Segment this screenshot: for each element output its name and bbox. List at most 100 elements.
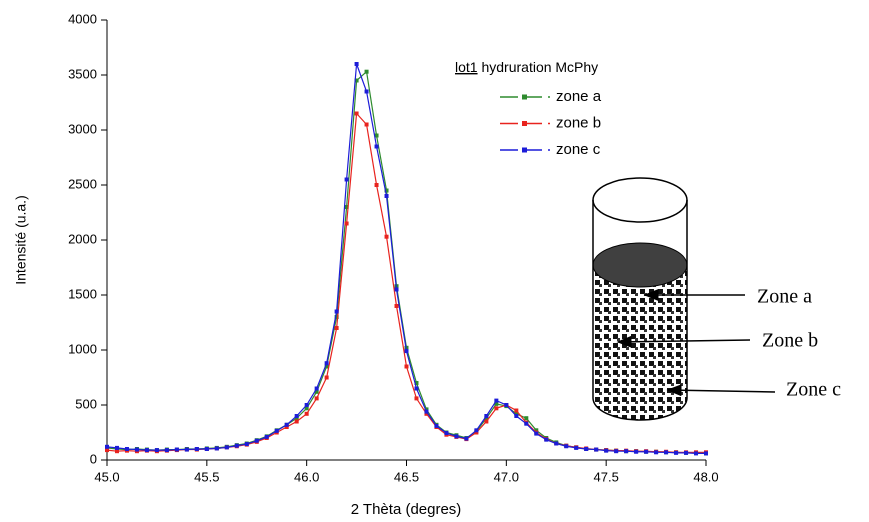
point [524, 416, 529, 421]
point [244, 442, 249, 447]
point [294, 416, 299, 421]
x-tick-label: 48.0 [693, 469, 718, 484]
point [214, 446, 219, 451]
y-tick-label: 3000 [68, 121, 97, 136]
point [414, 396, 419, 401]
point [414, 386, 419, 391]
y-tick-label: 0 [90, 451, 97, 466]
legend-label: zone c [556, 141, 601, 158]
x-tick-label: 45.0 [94, 469, 119, 484]
point [144, 448, 149, 453]
cylinder [592, 177, 776, 421]
y-tick-label: 3500 [68, 66, 97, 81]
point [184, 447, 189, 452]
point [384, 234, 389, 239]
legend-marker [522, 121, 527, 126]
point [474, 430, 479, 435]
point [344, 205, 349, 209]
point [364, 69, 369, 74]
point [394, 287, 399, 292]
point [424, 411, 429, 416]
point [584, 447, 589, 451]
point [544, 437, 549, 442]
point [374, 133, 379, 138]
point [514, 414, 519, 418]
point [534, 428, 539, 433]
legend-marker [522, 147, 527, 153]
x-tick-label: 46.5 [394, 469, 419, 484]
annotation: Zone a [757, 286, 812, 308]
point [564, 444, 569, 449]
x-axis-title: 2 Thèta (degres) [351, 501, 462, 518]
point [154, 448, 159, 453]
point [424, 409, 429, 414]
legend-label: zone a [556, 88, 602, 105]
point [704, 451, 708, 456]
point [334, 315, 339, 319]
point [224, 445, 229, 450]
point [404, 364, 409, 369]
point [324, 361, 329, 366]
point [264, 434, 269, 439]
legend-title-part: lot1 [455, 59, 478, 75]
point [114, 449, 119, 454]
point [294, 414, 299, 418]
point [105, 444, 109, 449]
point [594, 447, 599, 452]
point [384, 188, 389, 193]
point [174, 447, 179, 452]
point [344, 221, 349, 226]
legend-title-part: hydruration McPhy [481, 59, 598, 75]
point [124, 447, 129, 451]
point [644, 449, 649, 454]
legend-marker [522, 94, 527, 100]
point [514, 411, 519, 416]
point [304, 411, 309, 416]
point [514, 408, 519, 413]
point [284, 425, 289, 429]
point [464, 436, 469, 441]
point [294, 419, 299, 424]
point [494, 406, 499, 411]
point [254, 438, 259, 443]
y-tick-label: 4000 [68, 11, 97, 26]
point [494, 401, 499, 406]
y-tick-label: 2000 [68, 231, 97, 246]
legend-label: zone b [556, 114, 601, 131]
point [314, 386, 319, 391]
point [484, 414, 489, 418]
point [664, 450, 669, 455]
point [334, 326, 339, 330]
point [414, 381, 419, 385]
point [284, 422, 289, 427]
point [554, 441, 559, 446]
point [314, 389, 319, 394]
point [105, 448, 109, 453]
point [394, 304, 399, 308]
point [304, 406, 309, 411]
x-tick-label: 46.0 [294, 469, 319, 484]
point [524, 421, 529, 426]
point [164, 448, 169, 453]
point [434, 423, 439, 428]
point [374, 144, 379, 149]
point [204, 447, 209, 451]
point [334, 309, 339, 314]
point [194, 447, 199, 451]
point [134, 447, 139, 452]
point [484, 416, 489, 421]
point [114, 445, 119, 450]
point [424, 407, 429, 412]
x-tick-label: 47.0 [494, 469, 519, 484]
y-tick-label: 2500 [68, 176, 97, 191]
point [504, 403, 509, 407]
legend-title: lot1 hydruration McPhy [455, 59, 598, 75]
x-tick-label: 47.5 [594, 469, 619, 484]
y-axis-title: Intensité (u.a.) [13, 195, 29, 285]
point [534, 431, 539, 436]
point [374, 183, 379, 187]
point [484, 419, 489, 424]
point [604, 448, 609, 453]
point [364, 122, 369, 127]
